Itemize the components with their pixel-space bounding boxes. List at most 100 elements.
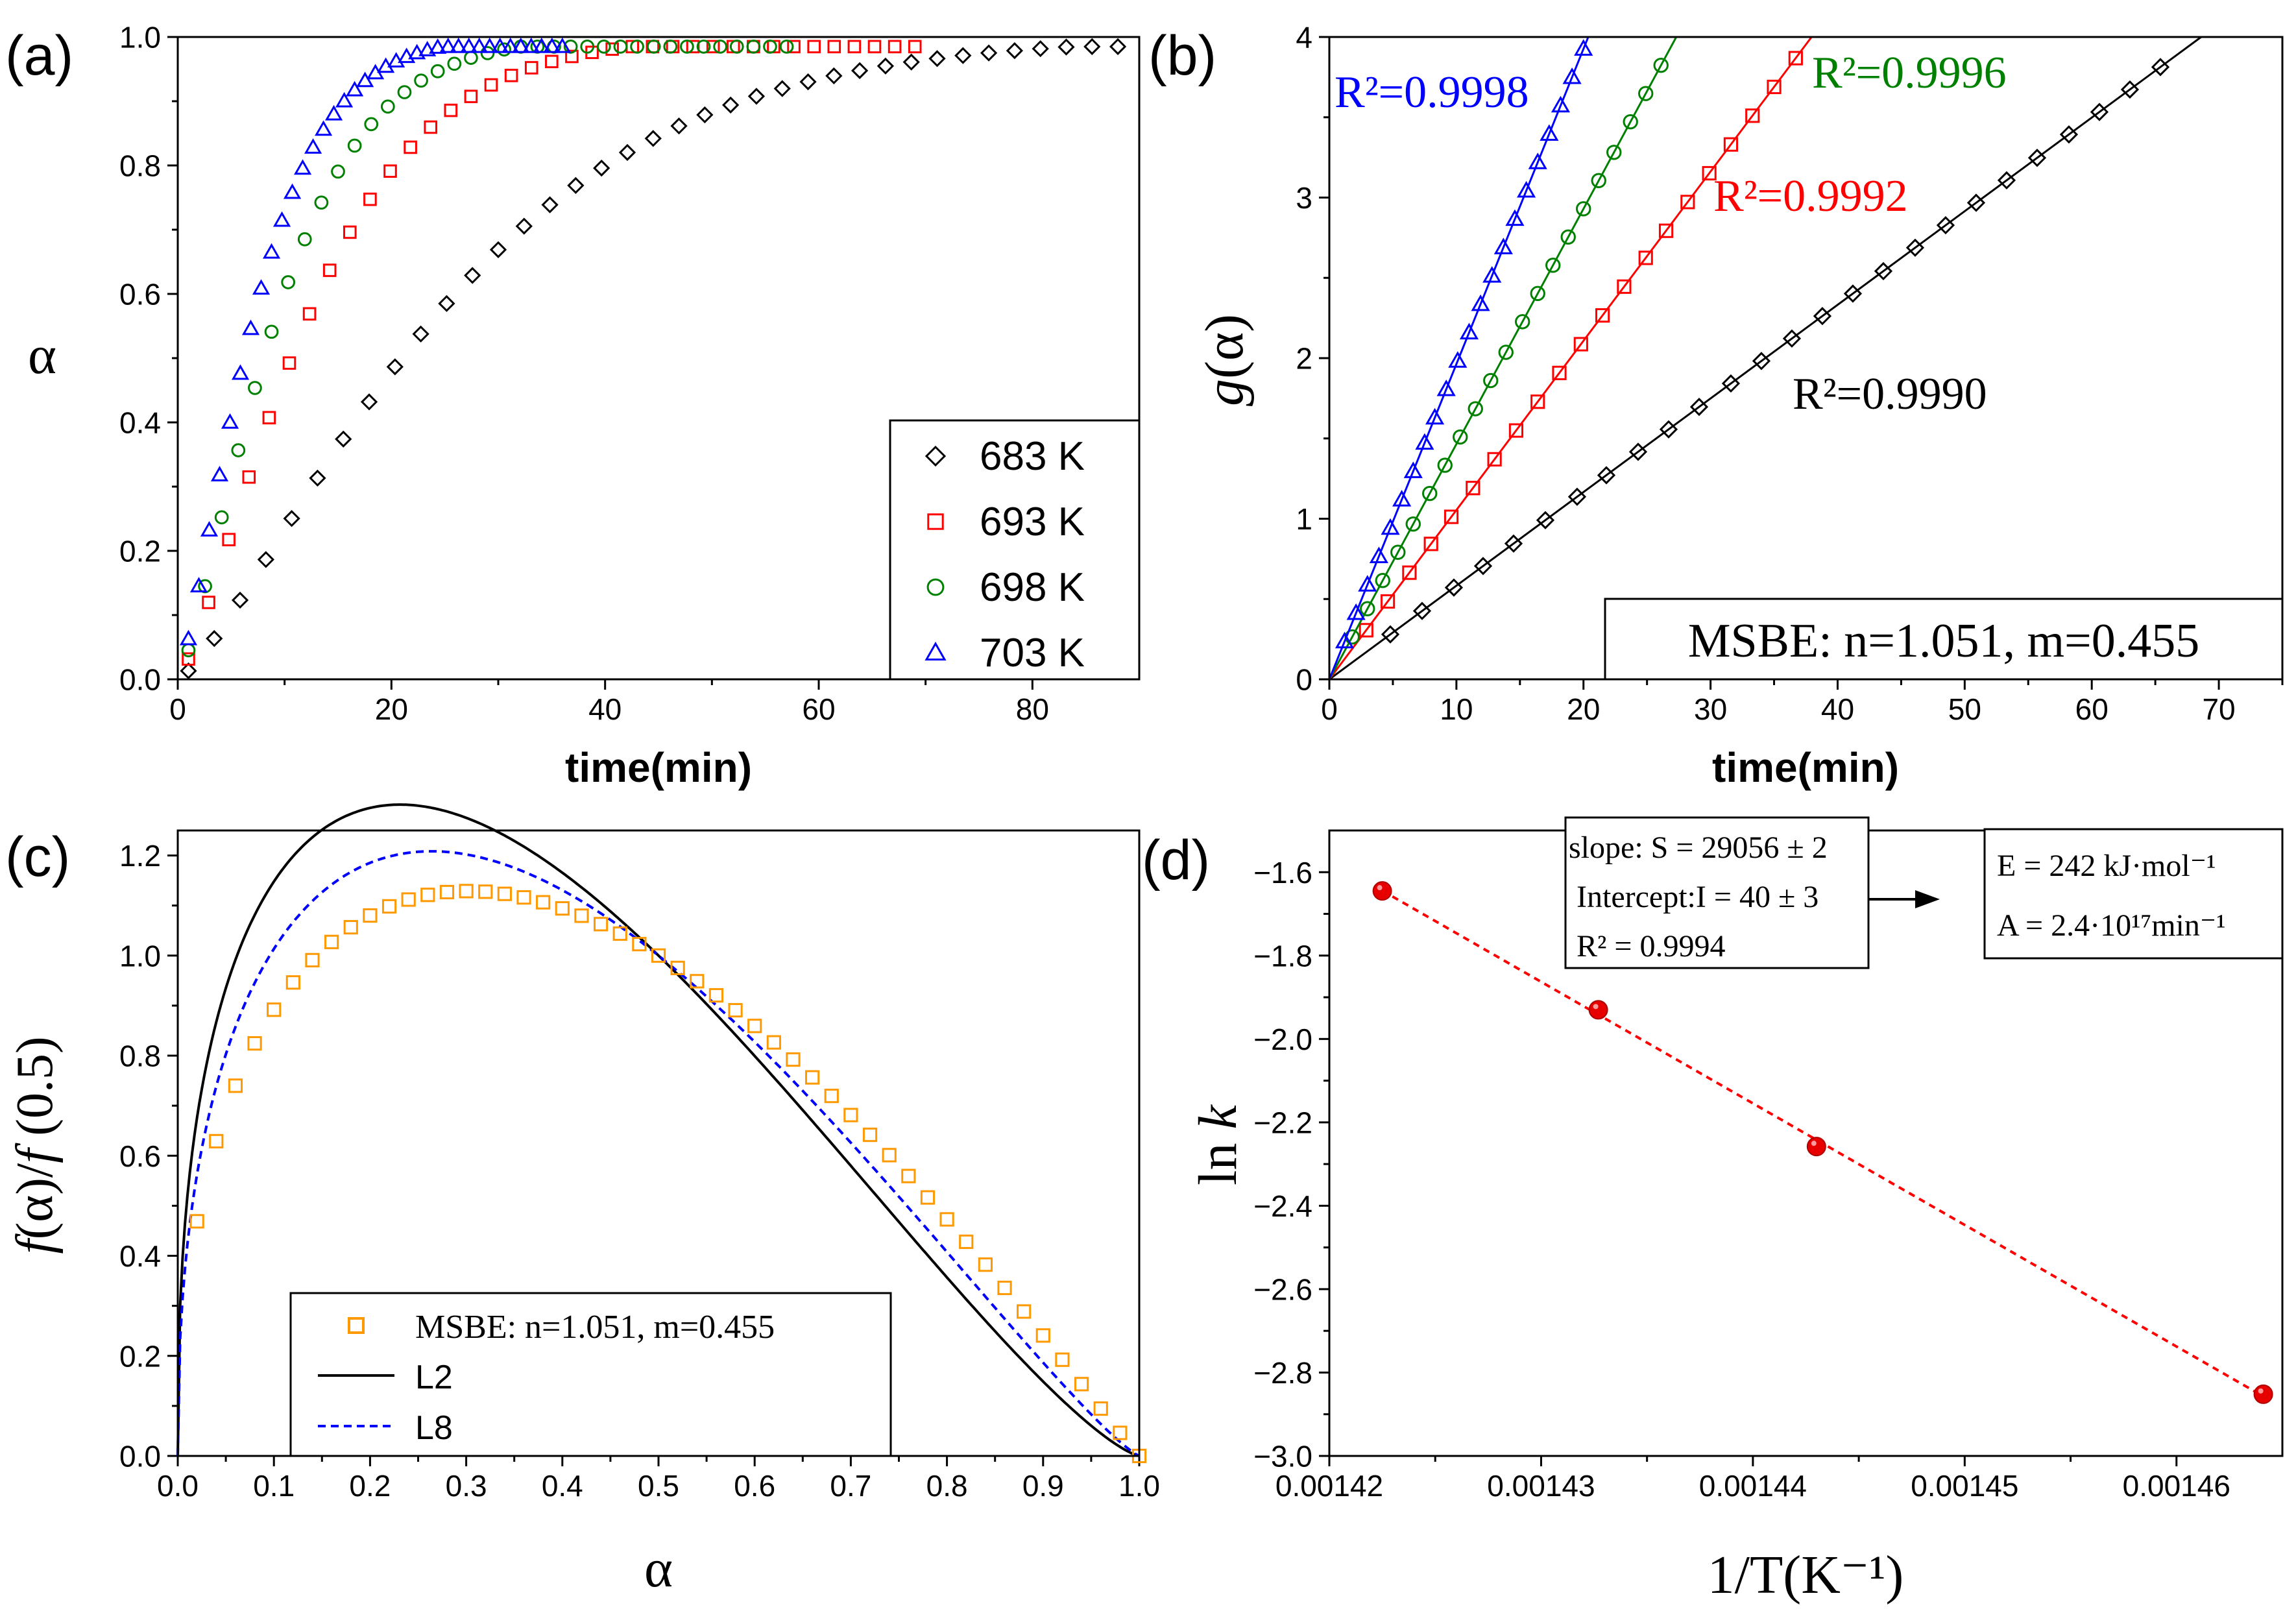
data-point	[536, 895, 551, 910]
data-point	[181, 643, 196, 658]
y-tick-label: 0.6	[119, 1139, 161, 1173]
data-point	[825, 67, 843, 85]
panel-c-legend-msbe: MSBE: n=1.051, m=0.455	[415, 1309, 775, 1346]
data-point	[210, 466, 229, 481]
data-point	[335, 91, 354, 108]
data-point	[533, 37, 551, 53]
x-tick-label: 30	[1694, 692, 1727, 726]
data-point	[343, 225, 357, 239]
y-tick-label: 1.0	[119, 21, 161, 55]
data-point	[478, 884, 493, 899]
x-tick-label: 0.00143	[1487, 1469, 1595, 1503]
data-point	[304, 138, 322, 154]
data-point	[1545, 258, 1561, 273]
data-point	[1504, 534, 1523, 553]
data-point	[690, 974, 705, 989]
data-point	[1723, 137, 1739, 152]
data-point	[1508, 423, 1524, 438]
data-point	[632, 937, 647, 952]
panel-d-marks	[1372, 881, 2273, 1404]
panel-b-label: (b)	[1148, 25, 1216, 87]
data-point	[959, 1234, 974, 1250]
panel-a-legend-703: 703 K	[980, 631, 1085, 675]
data-point	[293, 159, 312, 175]
data-point	[1392, 490, 1412, 507]
data-point	[420, 888, 435, 902]
panel-a-marks	[179, 37, 1127, 680]
data-point	[2120, 80, 2140, 99]
data-point	[1813, 307, 1832, 326]
data-point	[1658, 223, 1674, 238]
data-point	[862, 1127, 878, 1143]
x-tick-label: 60	[2075, 692, 2109, 726]
x-tick-label: 0.00142	[1275, 1469, 1383, 1503]
data-point	[1767, 79, 1782, 95]
panel-a-legend-markers	[924, 445, 947, 660]
data-point	[593, 917, 609, 932]
panel-a-ticks: 0 20 40 60 80 0.0 0.2 0.4 0.6 0.8 1.0	[119, 21, 1049, 726]
data-point	[335, 430, 352, 448]
x-tick-label: 0.00144	[1699, 1469, 1807, 1503]
data-point	[613, 40, 628, 54]
y-tick-label: 0.8	[119, 1039, 161, 1073]
data-point	[228, 1078, 243, 1093]
data-point	[1905, 238, 1925, 257]
data-point	[651, 948, 666, 963]
data-point	[1806, 1137, 1826, 1157]
data-point	[1405, 516, 1421, 532]
data-point	[297, 232, 312, 247]
data-point	[728, 1002, 743, 1018]
data-point	[543, 37, 561, 53]
data-point	[1721, 374, 1741, 393]
data-point	[214, 510, 229, 525]
panel-b-frame	[1328, 36, 2284, 681]
data-point	[1574, 39, 1593, 56]
data-point	[1402, 565, 1417, 580]
y-tick-label: 0.2	[119, 1339, 161, 1373]
data-point	[1346, 603, 1366, 620]
y-tick-label: −1.6	[1253, 856, 1312, 890]
panel-b-r2-683: R²=0.9990	[1793, 369, 1987, 419]
data-point	[438, 295, 455, 312]
data-point	[497, 886, 512, 901]
data-point	[2027, 149, 2047, 167]
data-point	[747, 1019, 762, 1034]
data-point	[257, 551, 274, 568]
data-point	[1093, 1401, 1108, 1416]
data-point	[364, 117, 379, 132]
data-point	[322, 263, 337, 277]
data-point	[1471, 294, 1490, 311]
data-point	[1444, 578, 1464, 597]
x-tick-label: 0	[1321, 692, 1338, 726]
data-point	[939, 1212, 954, 1227]
x-tick-label: 0.3	[446, 1469, 487, 1503]
data-point	[1752, 352, 1771, 370]
data-point	[670, 960, 685, 975]
y-tick-label: 4	[1296, 21, 1312, 55]
data-point	[1680, 195, 1695, 210]
data-point	[670, 117, 688, 135]
data-point	[1782, 329, 1802, 348]
panel-a-legend-693: 693 K	[980, 500, 1085, 544]
data-point	[713, 40, 727, 54]
data-point-highlight	[1811, 1141, 1817, 1146]
data-point	[231, 591, 249, 609]
legend-marker	[927, 513, 944, 530]
x-tick-label: 0.00145	[1911, 1469, 2018, 1503]
data-point	[231, 443, 246, 457]
data-point	[200, 521, 219, 537]
data-point	[1628, 442, 1648, 461]
data-point	[412, 325, 429, 343]
x-tick-label: 0.5	[638, 1469, 679, 1503]
data-point	[189, 1214, 204, 1229]
data-point	[978, 1257, 993, 1272]
data-point	[1591, 173, 1606, 189]
data-point	[574, 908, 589, 923]
panel-c: (c) 0.0 0.1 0.2 0.3 0.4 0.5 0.6 0.7 0.8 0.9 1.00.0…	[5, 803, 1160, 1599]
data-point	[1788, 51, 1803, 66]
data-point	[363, 192, 377, 206]
data-point	[1437, 457, 1453, 473]
data-point	[867, 40, 882, 54]
panel-b-xlabel: time(min)	[1712, 744, 1899, 791]
panel-c-legend: MSBE: n=1.051, m=0.455 L2 L8	[289, 1292, 892, 1457]
